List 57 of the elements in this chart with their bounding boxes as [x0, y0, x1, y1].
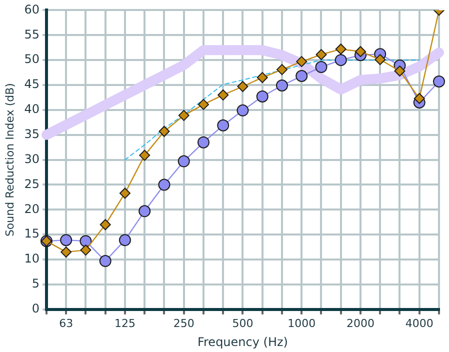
point: [354, 46, 366, 58]
point: [433, 76, 445, 88]
point: [217, 119, 230, 132]
point: [394, 66, 406, 77]
point: [256, 72, 268, 84]
x-tick-label: 63: [59, 316, 74, 330]
x-tick-label: 4000: [405, 316, 434, 330]
point: [138, 205, 151, 218]
point: [99, 255, 112, 268]
point: [218, 89, 229, 100]
point: [60, 246, 72, 258]
point: [198, 98, 209, 110]
point: [374, 54, 386, 66]
y-tick-label: 40: [24, 102, 40, 116]
point: [119, 188, 130, 199]
point: [296, 70, 308, 82]
y-tick-label: 55: [24, 27, 40, 42]
y-tick-label: 15: [24, 226, 40, 241]
point: [80, 235, 92, 248]
point: [139, 150, 150, 161]
y-tick-label: 60: [24, 2, 40, 16]
y-axis-title: Sound Reduction Index (dB): [3, 83, 16, 237]
point: [256, 90, 268, 102]
point: [80, 244, 92, 256]
y-tick-label: 25: [24, 176, 40, 191]
point: [60, 234, 72, 246]
point: [316, 49, 327, 60]
y-tick-label: 5: [32, 276, 40, 291]
point: [100, 219, 111, 230]
y-tick-label: 0: [32, 302, 40, 316]
y-tick-label: 35: [24, 126, 40, 141]
x-tick-label: 2000: [346, 316, 374, 330]
point: [276, 64, 288, 76]
point: [178, 155, 190, 168]
point: [334, 54, 347, 66]
y-tick-label: 30: [24, 152, 40, 166]
x-tick-label: 250: [173, 316, 194, 330]
point: [237, 80, 248, 92]
y-tick-label: 10: [24, 252, 40, 266]
x-tick-label: 1000: [288, 316, 316, 330]
x-axis-title: Frequency (Hz): [197, 334, 288, 349]
point: [414, 92, 425, 104]
point: [118, 234, 131, 246]
point: [276, 80, 288, 92]
y-tick-label: 45: [24, 77, 40, 92]
point: [296, 56, 308, 68]
x-tick-label: 500: [232, 316, 254, 330]
y-tick-label: 20: [24, 202, 40, 216]
point: [236, 104, 249, 116]
x-tick-label: 125: [114, 316, 136, 330]
point: [315, 61, 328, 74]
y-tick-label: 50: [24, 52, 40, 66]
point: [178, 110, 190, 121]
point: [158, 126, 170, 137]
point: [197, 136, 210, 148]
point: [335, 44, 346, 55]
point: [158, 178, 170, 191]
